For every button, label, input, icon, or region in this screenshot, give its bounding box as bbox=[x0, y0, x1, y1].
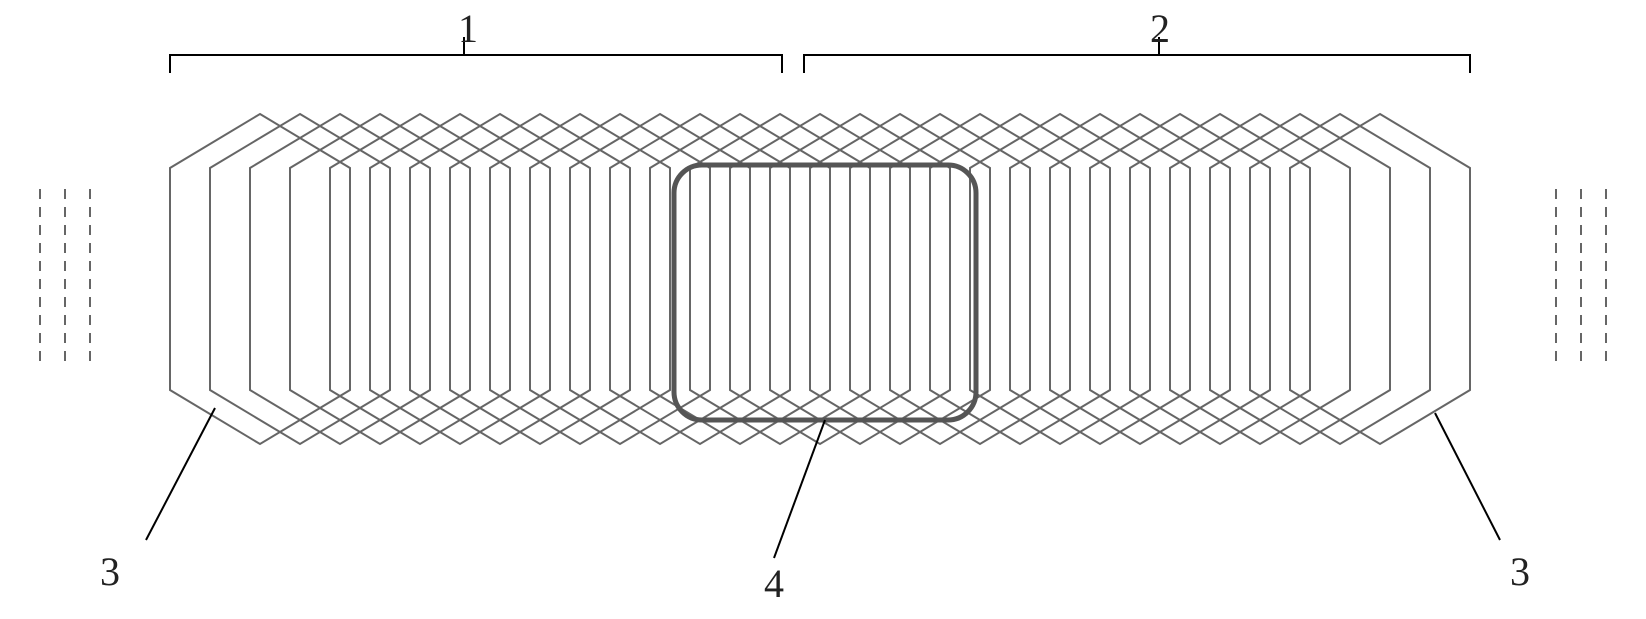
leader-4 bbox=[774, 420, 825, 558]
hexagon bbox=[370, 114, 550, 444]
hexagon bbox=[1090, 114, 1270, 444]
leader-lines bbox=[146, 408, 1500, 558]
hexagon bbox=[330, 114, 510, 444]
hexagon bbox=[1130, 114, 1310, 444]
hexagon bbox=[1290, 114, 1470, 444]
label-3-right: 3 bbox=[1510, 548, 1530, 595]
label-1: 1 bbox=[458, 5, 478, 52]
hexagon bbox=[1010, 114, 1190, 444]
hexagon bbox=[1210, 114, 1390, 444]
hexagon bbox=[930, 114, 1110, 444]
label-4: 4 bbox=[764, 560, 784, 607]
leader-3-right bbox=[1435, 413, 1500, 540]
hexagon bbox=[1050, 114, 1230, 444]
hexagon bbox=[450, 114, 630, 444]
hexagon bbox=[1250, 114, 1430, 444]
dimension-brackets bbox=[170, 37, 1470, 73]
diagram-canvas bbox=[0, 0, 1646, 619]
hexagon bbox=[1170, 114, 1350, 444]
hexagon bbox=[410, 114, 590, 444]
hexagon bbox=[490, 114, 670, 444]
leader-3-left bbox=[146, 408, 215, 540]
hexagon bbox=[530, 114, 710, 444]
hexagon bbox=[250, 114, 430, 444]
label-3-left: 3 bbox=[100, 548, 120, 595]
hexagon bbox=[970, 114, 1150, 444]
hexagon bbox=[210, 114, 390, 444]
hexagon bbox=[170, 114, 350, 444]
bracket-2 bbox=[804, 37, 1470, 73]
hexagon bbox=[290, 114, 470, 444]
continuation-dashes bbox=[40, 189, 1606, 369]
label-2: 2 bbox=[1150, 5, 1170, 52]
